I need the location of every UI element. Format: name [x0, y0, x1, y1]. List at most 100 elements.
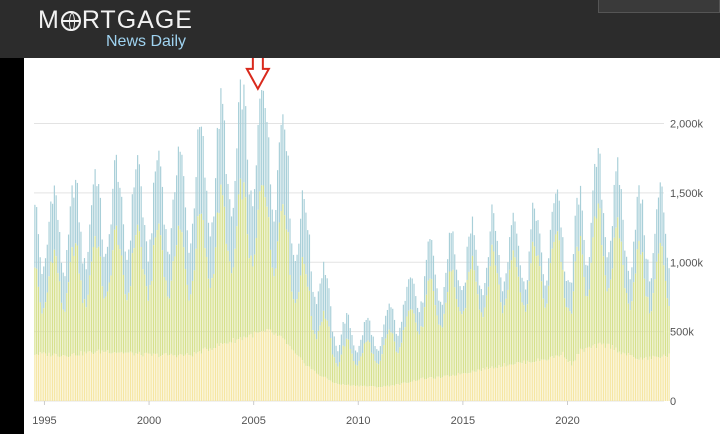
bar-segment-top: [420, 301, 422, 327]
bar-segment-middle: [501, 313, 504, 367]
bar-segment-top: [525, 289, 527, 312]
bar-segment-bottom: [232, 338, 234, 401]
bar-segment-middle: [540, 281, 543, 360]
bar-segment-bottom: [638, 359, 640, 401]
bar-segment-middle: [613, 237, 615, 351]
bar-segment-top: [509, 237, 511, 270]
bar-segment-bottom: [229, 341, 231, 401]
bar-segment-middle: [409, 309, 412, 383]
bar-segment-top: [330, 306, 332, 339]
bar-segment-middle: [337, 366, 339, 385]
bar-segment-bottom: [578, 354, 580, 401]
bar-segment-bottom: [165, 353, 167, 401]
bar-segment-middle: [50, 261, 52, 357]
bar-segment-middle: [353, 361, 355, 385]
bar-segment-top: [129, 240, 132, 287]
bar-segment-bottom: [633, 357, 635, 401]
bar-segment-middle: [211, 278, 213, 351]
header-control[interactable]: [598, 0, 720, 13]
bar-segment-bottom: [303, 363, 305, 401]
bar-segment-top: [340, 334, 342, 355]
bar-segment-top: [626, 256, 628, 294]
bar-segment-top: [82, 263, 84, 304]
bar-segment-bottom: [416, 380, 419, 401]
bar-segment-middle: [340, 354, 342, 385]
bar-segment-bottom: [264, 331, 266, 401]
bar-segment-bottom: [87, 351, 89, 401]
bar-segment-bottom: [291, 349, 293, 401]
bar-segment-bottom: [323, 376, 325, 401]
bar-segment-top: [661, 186, 663, 247]
bar-segment-top: [94, 169, 96, 237]
bar-segment-top: [501, 291, 504, 314]
bar-segment-bottom: [565, 359, 567, 401]
mortgage-news-daily-logo[interactable]: M RTGAGE News Daily: [38, 6, 193, 50]
bar-segment-top: [128, 249, 130, 293]
bar-segment-middle: [420, 326, 422, 379]
bar-segment-bottom: [514, 364, 516, 401]
bar-segment-bottom: [213, 348, 215, 401]
bar-segment-top: [114, 160, 116, 230]
bar-segment-bottom: [223, 343, 226, 401]
bar-segment-middle: [569, 311, 571, 362]
bar-segment-top: [507, 262, 509, 290]
bar-segment-middle: [386, 334, 389, 386]
bar-segment-bottom: [275, 333, 277, 401]
bar-segment-middle: [269, 249, 272, 330]
y-tick-label: 1,500k: [670, 188, 704, 200]
bar-segment-top: [243, 84, 245, 183]
bar-segment-bottom: [606, 343, 608, 401]
bar-segment-bottom: [656, 356, 658, 401]
bar-segment-top: [218, 128, 220, 214]
bar-segment-bottom: [363, 385, 365, 401]
bar-segment-bottom: [137, 353, 139, 401]
bar-segment-top: [585, 264, 587, 296]
bar-segment-top: [36, 207, 38, 269]
bar-segment-bottom: [152, 353, 155, 401]
bar-segment-middle: [291, 291, 293, 350]
bar-segment-middle: [275, 268, 277, 334]
bar-segment-top: [294, 261, 296, 304]
bar-segment-top: [234, 180, 236, 249]
bar-segment-bottom: [168, 355, 171, 401]
bar-segment-middle: [406, 316, 408, 384]
bar-segment-bottom: [340, 384, 342, 401]
bar-segment-bottom: [360, 385, 362, 401]
bar-segment-top: [296, 254, 298, 300]
bar-segment-top: [544, 285, 546, 308]
bar-segment-middle: [73, 255, 75, 354]
bar-segment-middle: [395, 351, 397, 385]
bar-segment-bottom: [664, 356, 667, 401]
bar-segment-bottom: [367, 386, 369, 401]
bar-segment-top: [399, 327, 401, 348]
bar-segment-bottom: [431, 377, 433, 401]
bar-segment-middle: [383, 345, 385, 386]
bar-segment-middle: [645, 296, 647, 357]
bar-segment-top: [379, 346, 381, 361]
bar-segment-top: [227, 183, 229, 251]
bar-segment-middle: [459, 311, 461, 375]
chart-panel: 0 500k 1,000k 1,500k 2,000k 1995 2000 2005 2010…: [24, 58, 720, 434]
bar-segment-bottom: [354, 386, 357, 401]
bar-segment-middle: [239, 178, 241, 338]
bar-segment-bottom: [480, 371, 482, 401]
bar-segment-top: [491, 204, 493, 245]
bar-segment-top: [514, 221, 516, 258]
bar-segment-middle: [170, 280, 172, 354]
bar-segment-middle: [315, 339, 318, 374]
bar-segment-bottom: [191, 356, 194, 401]
bar-segment-bottom: [94, 352, 96, 401]
bar-segment-middle: [114, 229, 116, 353]
bar-segment-top: [323, 261, 325, 311]
bar-segment-bottom: [184, 354, 187, 401]
bar-segment-top: [363, 322, 365, 344]
bar-segment-bottom: [404, 382, 406, 401]
bar-segment-middle: [137, 224, 139, 354]
bar-segment-bottom: [376, 387, 378, 401]
bar-segment-top: [241, 109, 243, 200]
bar-segment-bottom: [190, 355, 192, 401]
bar-segment-bottom: [408, 382, 410, 401]
bar-segment-bottom: [507, 365, 509, 401]
bar-segment-top: [415, 296, 417, 323]
bar-segment-top: [587, 265, 589, 297]
